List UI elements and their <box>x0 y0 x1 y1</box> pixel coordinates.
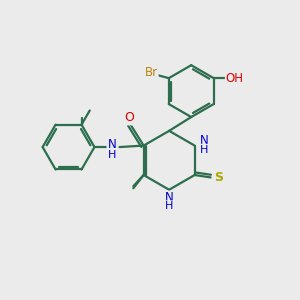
Text: N: N <box>200 134 208 147</box>
Text: OH: OH <box>226 72 244 85</box>
Text: N: N <box>165 191 173 205</box>
Text: H: H <box>108 150 116 160</box>
Text: S: S <box>214 171 223 184</box>
Text: N: N <box>107 139 116 152</box>
Text: O: O <box>124 111 134 124</box>
Text: H: H <box>200 145 208 155</box>
Text: Br: Br <box>145 66 158 79</box>
Text: H: H <box>165 201 173 211</box>
